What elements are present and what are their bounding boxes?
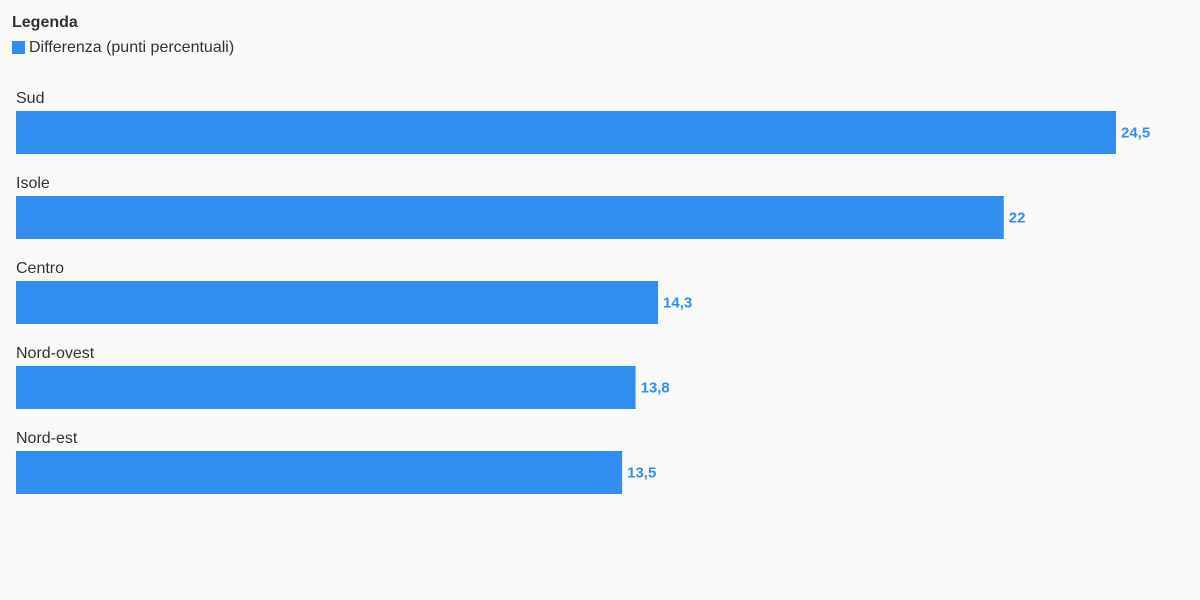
value-label: 14,3 — [663, 294, 692, 311]
value-label: 13,8 — [641, 379, 670, 396]
category-label: Sud — [16, 90, 44, 107]
category-label: Nord-ovest — [16, 345, 95, 362]
legend-title: Legenda — [12, 14, 78, 31]
category-label: Nord-est — [16, 430, 78, 447]
bar — [16, 111, 1116, 154]
category-label: Centro — [16, 260, 64, 277]
bar — [16, 196, 1004, 239]
value-label: 22 — [1009, 209, 1026, 226]
category-label: Isole — [16, 175, 50, 192]
bar — [16, 281, 659, 324]
bar — [16, 451, 623, 494]
value-label: 24,5 — [1121, 124, 1150, 141]
legend-label: Differenza (punti percentuali) — [29, 39, 234, 56]
legend-swatch — [12, 41, 25, 54]
bar — [16, 366, 636, 409]
value-label: 13,5 — [627, 464, 656, 481]
